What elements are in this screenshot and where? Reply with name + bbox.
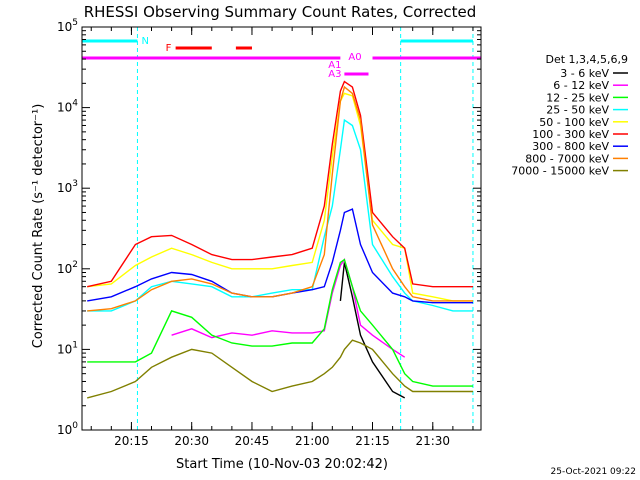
annotation-n: N: [141, 36, 148, 47]
x-tick-label: 20:45: [235, 434, 270, 448]
annotation-f: F: [166, 43, 172, 54]
legend-label: 7000 - 15000 keV: [511, 165, 609, 178]
series-line-1: [171, 257, 406, 358]
series-line-7: [87, 85, 473, 312]
axes: 20:15 20:30 20:45 21:00 21:15 21:30 100 101 102 1…: [57, 18, 482, 448]
y-tick-label: 105: [57, 18, 78, 34]
y-axis-label: Corrected Count Rate (s⁻¹ detector⁻¹): [31, 104, 46, 349]
interval-bar-flare: [235, 46, 252, 50]
interval-bar-attenuator_a3: [344, 72, 369, 76]
annotation-a1: A1: [328, 60, 341, 71]
y-tick-label: 102: [57, 260, 78, 276]
legend-label: 3 - 6 keV: [560, 67, 609, 80]
legend-label: 50 - 100 keV: [539, 116, 609, 129]
x-axis-label: Start Time (10-Nov-03 20:02:42): [176, 457, 388, 472]
y-tick-label: 103: [57, 179, 78, 195]
interval-bar-attenuator_a0: [372, 56, 481, 60]
series-line-5: [87, 80, 473, 288]
legend-label: 25 - 50 keV: [546, 104, 609, 117]
legend-label: 100 - 300 keV: [532, 128, 609, 141]
chart-title: RHESSI Observing Summary Count Rates, Co…: [84, 3, 477, 21]
x-tick-label: 20:15: [114, 434, 149, 448]
plot-clip-group: [82, 27, 481, 430]
x-tick-label: 21:15: [355, 434, 390, 448]
x-tick-label: 20:30: [174, 434, 209, 448]
series-line-2: [87, 258, 473, 387]
legend-label: 300 - 800 keV: [532, 140, 609, 153]
series-line-6: [87, 208, 473, 304]
interval-bar-attenuator_a0: [82, 56, 341, 60]
legend-label: 6 - 12 keV: [553, 79, 609, 92]
x-tick-label: 21:00: [295, 434, 330, 448]
interval-bar-night: [400, 39, 473, 43]
legend-label: 12 - 25 keV: [546, 91, 609, 104]
interval-bar-flare: [175, 46, 212, 50]
y-tick-label: 101: [57, 340, 78, 356]
series-line-4: [87, 92, 473, 302]
legend-label: 800 - 7000 keV: [525, 152, 609, 165]
legend-title: Det 1,3,4,5,6,9: [545, 53, 628, 66]
interval-bar-night: [82, 39, 138, 43]
annotation-a0: A0: [348, 52, 361, 63]
annotation-a3: A3: [328, 69, 341, 80]
x-tick-label: 21:30: [415, 434, 450, 448]
y-tick-label: 100: [57, 421, 78, 437]
series-line-0: [339, 262, 406, 399]
series-line-8: [87, 339, 473, 399]
footer-timestamp: 25-Oct-2021 09:22: [551, 467, 636, 477]
plot-frame: [81, 26, 482, 431]
y-tick-label: 104: [57, 99, 78, 115]
